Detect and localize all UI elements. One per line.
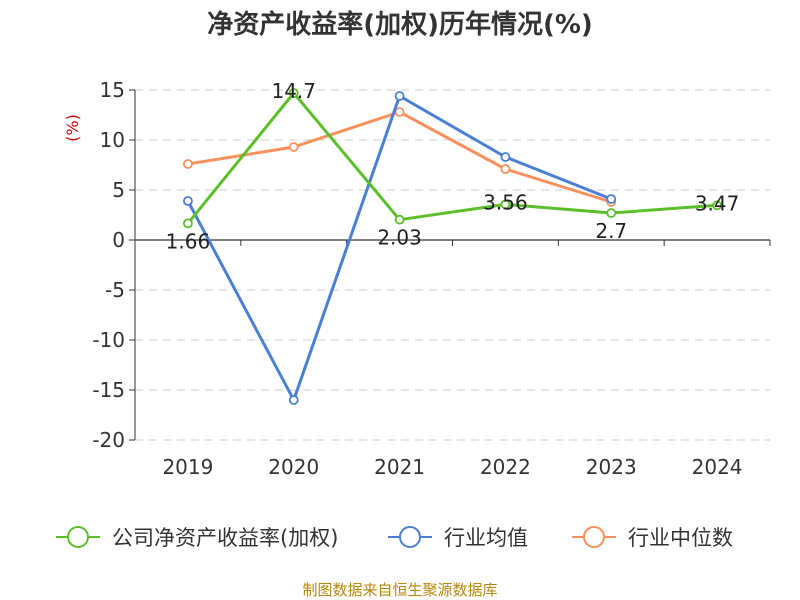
series-point-2	[500, 164, 511, 174]
y-axis-label: (%)	[63, 114, 82, 142]
series-point-0	[288, 88, 299, 98]
chart-title: 净资产收益率(加权)历年情况(%)	[207, 9, 593, 40]
data-label: 3.47	[695, 191, 740, 215]
y-tick-label: -10	[92, 328, 125, 352]
grid-lines	[135, 89, 770, 441]
legend-label: 公司净资产收益率(加权)	[112, 526, 338, 550]
series-point-2	[288, 142, 299, 152]
legend-label: 行业均值	[444, 526, 528, 550]
y-tick-label: 10	[100, 128, 125, 152]
x-tick-label: 2021	[374, 455, 425, 479]
x-tick-label: 2022	[480, 455, 531, 479]
x-tick-label: 2023	[586, 455, 637, 479]
series-point-1	[606, 194, 617, 204]
series-point-2	[183, 159, 193, 169]
legend-marker	[583, 526, 605, 548]
legend-label: 行业中位数	[628, 526, 733, 550]
series-point-0	[394, 214, 405, 225]
series-lines	[183, 88, 722, 405]
legend-marker	[67, 526, 89, 548]
data-label: 2.03	[377, 226, 422, 250]
data-label: 3.56	[483, 190, 528, 214]
series-point-2	[394, 107, 405, 117]
series-point-0	[183, 218, 193, 229]
axes: 15 10 5 0 -5 -10 -15 -20 2019 2020 2021 2022 2023 202…	[92, 78, 771, 479]
series-point-1	[288, 395, 299, 405]
x-tick-label: 2019	[162, 455, 213, 479]
y-tick-label: -5	[105, 278, 125, 302]
data-labels: 1.66 14.7 2.03 3.56 2.7 3.47	[166, 79, 740, 253]
legend-marker	[399, 526, 421, 548]
legend-item-0[interactable]: 公司净资产收益率(加权)	[56, 526, 338, 550]
series-point-1	[500, 152, 511, 162]
y-tick-label: -15	[92, 378, 125, 402]
source-note: 制图数据来自恒生聚源数据库	[302, 581, 497, 599]
data-label: 14.7	[271, 79, 316, 103]
series-point-0	[712, 200, 722, 211]
data-label: 1.66	[166, 229, 211, 253]
series-line-0	[186, 91, 718, 225]
series-point-1	[183, 196, 193, 206]
y-tick-label: 15	[100, 78, 125, 102]
series-point-1	[394, 91, 405, 101]
data-label: 2.7	[595, 219, 627, 243]
legend-item-2[interactable]: 行业中位数	[572, 526, 733, 550]
legend[interactable]: 公司净资产收益率(加权) 行业均值 行业中位数	[56, 526, 733, 550]
x-tick-label: 2024	[692, 455, 743, 479]
legend-item-1[interactable]: 行业均值	[388, 526, 528, 550]
y-tick-label: 5	[112, 178, 125, 202]
series-line-2	[187, 110, 612, 204]
y-tick-label: 0	[112, 228, 125, 252]
series-point-0	[500, 199, 511, 210]
y-tick-label: -20	[92, 428, 125, 452]
x-tick-label: 2020	[268, 455, 319, 479]
series-point-0	[606, 208, 617, 218]
